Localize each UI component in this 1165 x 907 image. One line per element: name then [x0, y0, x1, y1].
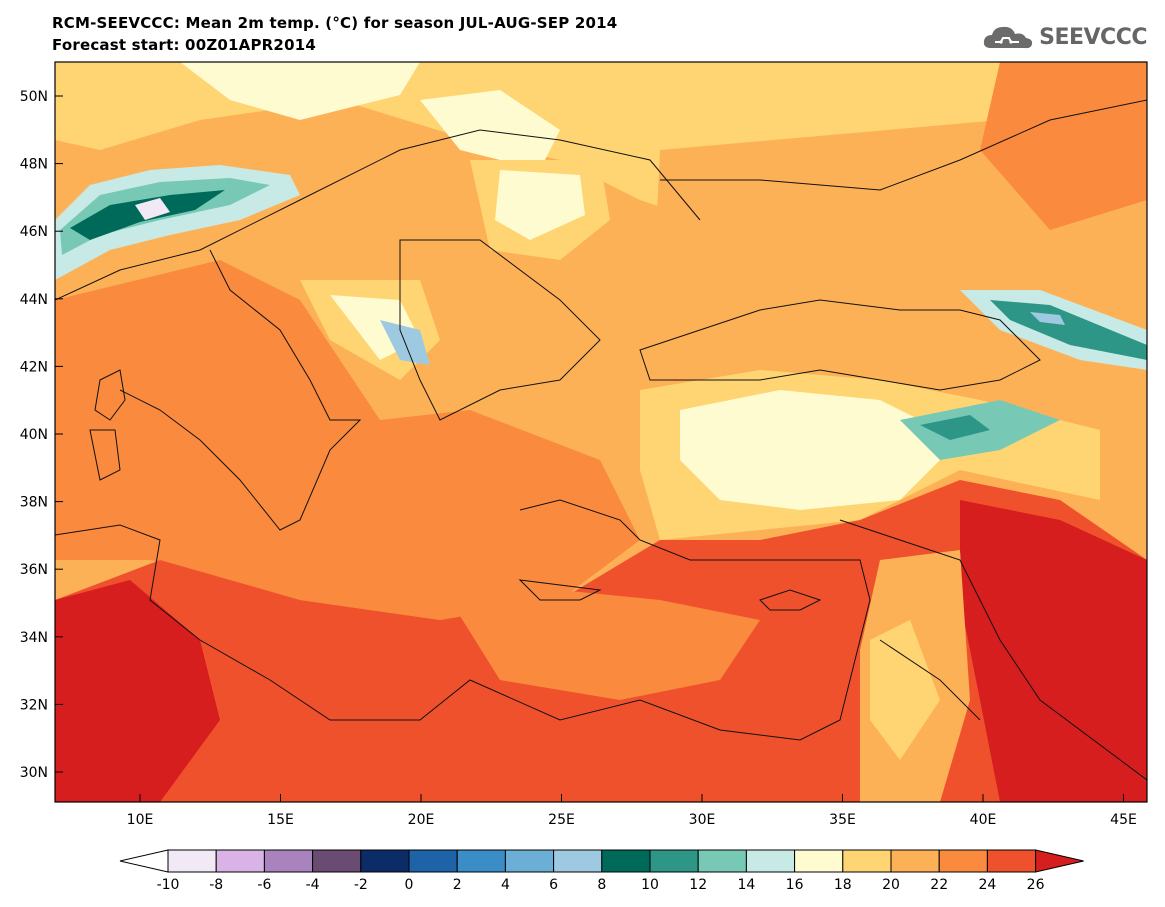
lat-tick-label: 42N: [20, 359, 48, 375]
colorbar-segment: [360, 849, 410, 873]
lat-tick-label: 40N: [20, 427, 48, 443]
colorbar-label: 0: [405, 877, 414, 893]
lat-tick-label: 48N: [20, 157, 48, 173]
forecast-start-subtitle: Forecast start: 00Z01APR2014: [52, 36, 316, 54]
lat-tick-label: 32N: [20, 697, 48, 713]
logo-text: SEEVCCC: [1039, 24, 1147, 50]
colorbar-segment: [215, 849, 265, 873]
colorbar-segment: [697, 849, 747, 873]
colorbar-min-arrow: [119, 849, 169, 873]
colorbar-label: 10: [641, 877, 659, 893]
lat-tick-label: 36N: [20, 562, 48, 578]
colorbar-label: 24: [978, 877, 996, 893]
colorbar-segment: [601, 849, 651, 873]
lon-tick-label: 20E: [408, 812, 435, 828]
lat-tick-label: 38N: [20, 495, 48, 511]
colorbar-label: 16: [786, 877, 804, 893]
colorbar-label: 20: [882, 877, 900, 893]
colorbar-segment: [794, 849, 844, 873]
colorbar-label: -8: [209, 877, 223, 893]
lat-tick-label: 34N: [20, 630, 48, 646]
lat-tick-label: 50N: [20, 89, 48, 105]
colorbar-segment: [890, 849, 940, 873]
colorbar-segment: [408, 849, 458, 873]
colorbar-segment: [263, 849, 314, 873]
lon-tick-label: 25E: [548, 812, 575, 828]
colorbar-label: 2: [453, 877, 462, 893]
colorbar-label: 6: [549, 877, 558, 893]
colorbar-label: 8: [597, 877, 606, 893]
lat-tick-label: 30N: [20, 765, 48, 781]
lon-tick-label: 15E: [267, 812, 294, 828]
colorbar-label: 22: [930, 877, 948, 893]
colorbar-max-arrow: [1035, 849, 1084, 873]
lon-tick-label: 35E: [829, 812, 856, 828]
seevccc-logo: SEEVCCC: [981, 22, 1147, 52]
latitude-ticks: 50N 48N 46N 44N 42N 40N 38N 36N 34N 32N 30N: [20, 89, 63, 781]
colorbar: -10 -8 -6 -4 -2 0 2 4 6 8 10 12 14 16 18 20 22 24 26: [119, 849, 1084, 893]
colorbar-label: 14: [737, 877, 755, 893]
colorbar-label: -6: [257, 877, 271, 893]
cloud-icon: [984, 26, 1033, 49]
lat-tick-label: 46N: [20, 224, 48, 240]
longitude-ticks: 10E 15E 20E 25E 30E 35E 40E 45E: [127, 794, 1137, 828]
lon-tick-label: 45E: [1110, 812, 1137, 828]
colorbar-segment: [745, 849, 796, 873]
colorbar-segment: [553, 849, 603, 873]
colorbar-label: 18: [834, 877, 852, 893]
colorbar-segment: [842, 849, 892, 873]
colorbar-segment: [504, 849, 555, 873]
colorbar-segment: [456, 849, 506, 873]
colorbar-segment: [312, 849, 362, 873]
colorbar-segment: [986, 849, 1037, 873]
lon-tick-label: 30E: [689, 812, 716, 828]
lon-tick-label: 40E: [970, 812, 997, 828]
colorbar-label: 4: [501, 877, 510, 893]
map-title: RCM-SEEVCCC: Mean 2m temp. (°C) for seas…: [52, 14, 618, 32]
colorbar-label: -10: [157, 877, 180, 893]
colorbar-segment: [938, 849, 988, 873]
lat-tick-label: 44N: [20, 292, 48, 308]
colorbar-label: 26: [1027, 877, 1045, 893]
lon-tick-label: 10E: [127, 812, 154, 828]
colorbar-segment: [649, 849, 699, 873]
colorbar-label: 12: [689, 877, 707, 893]
map-frame: [54, 61, 1148, 803]
colorbar-label: -2: [354, 877, 368, 893]
temperature-field: [55, 62, 1147, 802]
colorbar-segment: [167, 849, 217, 873]
colorbar-label: -4: [306, 877, 320, 893]
